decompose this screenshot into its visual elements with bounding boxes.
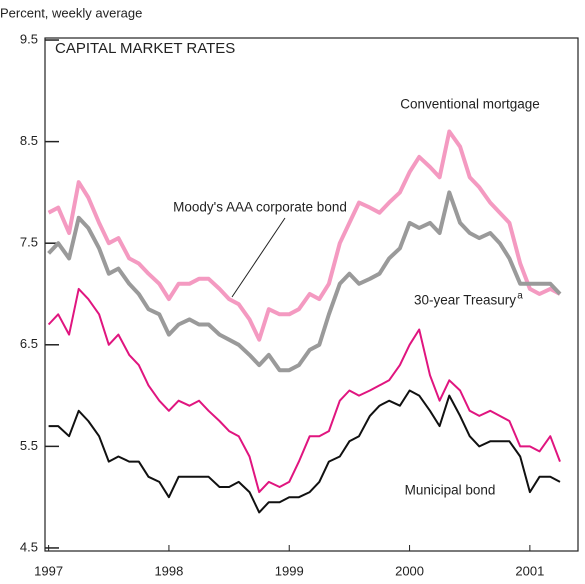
x-tick-label: 2001 [515, 563, 544, 578]
series-line [48, 389, 561, 514]
x-tick-label: 1999 [275, 563, 304, 578]
series-label: Municipal bond [405, 483, 496, 498]
series-line [47, 190, 562, 373]
y-tick-label: 4.5 [20, 539, 38, 554]
y-tick-label: 5.5 [20, 438, 38, 453]
chart-title: CAPITAL MARKET RATES [55, 40, 235, 57]
x-tick-label: 1997 [34, 563, 63, 578]
leader-line [231, 217, 286, 298]
x-tick-label: 2000 [395, 563, 424, 578]
plot-frame [44, 37, 579, 552]
y-axis-label: Percent, weekly average [0, 5, 142, 20]
x-tick-label: 1998 [154, 563, 183, 578]
series-label: Conventional mortgage [400, 97, 540, 112]
y-tick-label: 8.5 [20, 133, 38, 148]
y-tick-label: 6.5 [20, 336, 38, 351]
y-tick-label: 9.5 [20, 31, 38, 46]
series-label: 30-year Treasury [414, 293, 516, 308]
y-tick-label: 7.5 [20, 235, 38, 250]
series-label: Moody's AAA corporate bond [173, 200, 347, 215]
series-line [47, 287, 561, 494]
footnote-marker: a [517, 291, 523, 302]
series-line [47, 129, 561, 342]
